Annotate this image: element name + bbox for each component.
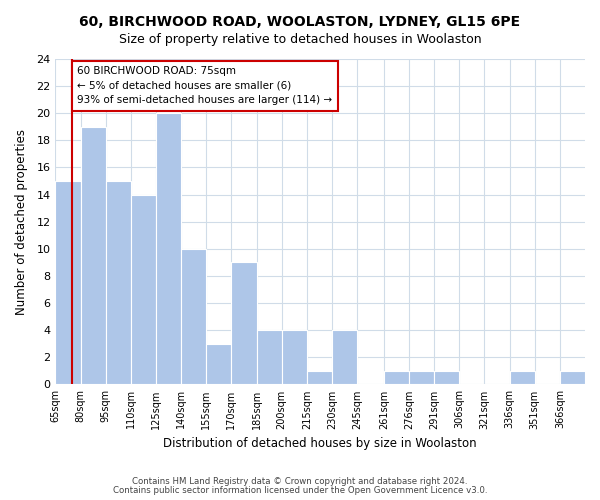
Text: Contains HM Land Registry data © Crown copyright and database right 2024.: Contains HM Land Registry data © Crown c… (132, 478, 468, 486)
Bar (434, 371, 460, 384)
Bar (106, 181, 131, 384)
Bar (206, 344, 232, 385)
Bar (509, 371, 535, 384)
Text: Size of property relative to detached houses in Woolaston: Size of property relative to detached ho… (119, 32, 481, 46)
Text: Contains public sector information licensed under the Open Government Licence v3: Contains public sector information licen… (113, 486, 487, 495)
Bar (181, 249, 206, 384)
Bar (560, 371, 585, 384)
Text: 60, BIRCHWOOD ROAD, WOOLASTON, LYDNEY, GL15 6PE: 60, BIRCHWOOD ROAD, WOOLASTON, LYDNEY, G… (79, 15, 521, 29)
Bar (409, 371, 434, 384)
Bar (384, 371, 409, 384)
Bar (156, 113, 181, 384)
Bar (55, 181, 80, 384)
X-axis label: Distribution of detached houses by size in Woolaston: Distribution of detached houses by size … (163, 437, 477, 450)
Bar (332, 330, 357, 384)
Bar (80, 127, 106, 384)
Y-axis label: Number of detached properties: Number of detached properties (15, 128, 28, 314)
Bar (257, 330, 281, 384)
Text: 60 BIRCHWOOD ROAD: 75sqm
← 5% of detached houses are smaller (6)
93% of semi-det: 60 BIRCHWOOD ROAD: 75sqm ← 5% of detache… (77, 66, 332, 106)
Bar (232, 262, 257, 384)
Bar (131, 194, 156, 384)
Bar (281, 330, 307, 384)
Bar (307, 371, 332, 384)
